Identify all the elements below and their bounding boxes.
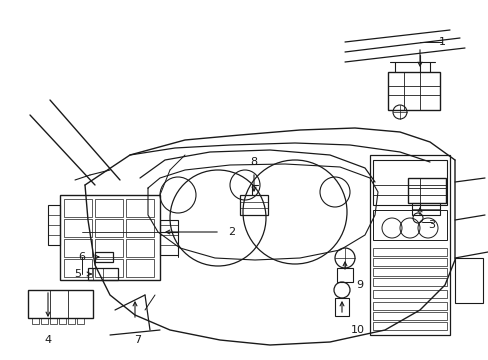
Bar bbox=[88, 268, 118, 280]
Bar bbox=[336, 268, 352, 282]
Bar bbox=[59, 318, 66, 324]
Bar bbox=[372, 248, 446, 256]
Bar bbox=[372, 258, 446, 266]
Bar bbox=[95, 239, 123, 257]
Bar bbox=[372, 268, 446, 276]
Text: 5: 5 bbox=[74, 269, 81, 279]
Bar bbox=[41, 318, 48, 324]
Bar bbox=[334, 298, 348, 316]
Bar bbox=[372, 322, 446, 330]
Bar bbox=[407, 178, 445, 203]
Bar bbox=[95, 252, 113, 262]
Bar bbox=[77, 318, 84, 324]
Bar bbox=[50, 318, 57, 324]
Bar bbox=[126, 259, 154, 277]
Bar bbox=[64, 219, 92, 237]
Bar bbox=[160, 220, 178, 255]
Bar bbox=[372, 312, 446, 320]
Bar bbox=[64, 199, 92, 217]
Bar bbox=[68, 318, 75, 324]
Bar bbox=[64, 259, 92, 277]
Bar bbox=[240, 195, 267, 215]
Bar bbox=[372, 278, 446, 286]
Bar bbox=[95, 259, 123, 277]
Text: 7: 7 bbox=[134, 335, 141, 345]
Bar bbox=[48, 205, 60, 245]
Bar bbox=[126, 199, 154, 217]
Bar bbox=[95, 219, 123, 237]
Text: 9: 9 bbox=[356, 280, 363, 290]
Bar bbox=[454, 258, 482, 303]
Bar bbox=[95, 199, 123, 217]
Bar bbox=[372, 302, 446, 310]
Bar bbox=[411, 203, 439, 215]
Bar bbox=[372, 290, 446, 298]
Text: 4: 4 bbox=[44, 335, 51, 345]
Text: 3: 3 bbox=[427, 220, 435, 230]
Bar bbox=[126, 219, 154, 237]
Bar bbox=[32, 318, 39, 324]
Text: 8: 8 bbox=[250, 157, 257, 167]
Text: 2: 2 bbox=[228, 227, 235, 237]
Bar bbox=[372, 160, 446, 205]
Text: 10: 10 bbox=[350, 325, 364, 335]
Bar bbox=[372, 210, 446, 240]
Bar bbox=[369, 155, 449, 335]
Bar bbox=[28, 290, 93, 318]
Text: 1: 1 bbox=[438, 37, 445, 47]
Bar bbox=[64, 239, 92, 257]
Bar bbox=[60, 195, 160, 280]
Text: 6: 6 bbox=[79, 252, 85, 262]
Bar bbox=[387, 72, 439, 110]
Bar bbox=[126, 239, 154, 257]
